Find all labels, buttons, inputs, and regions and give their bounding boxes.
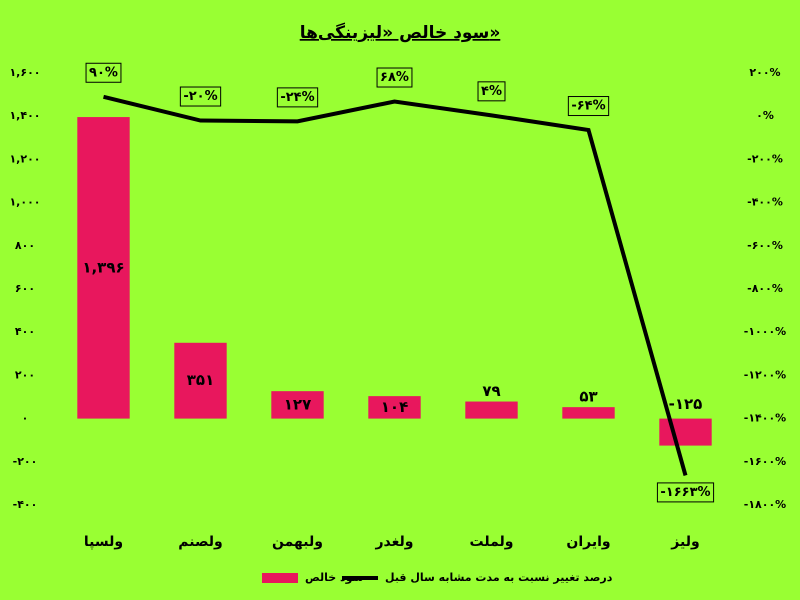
y-tick-label: ۶۰۰ (15, 282, 35, 295)
bar (465, 401, 518, 419)
y-tick-label: ۱,۰۰۰ (9, 196, 40, 209)
legend-swatch (262, 573, 298, 583)
bar-value-label: ۱,۳۹۶ (82, 258, 124, 276)
bar-value-label: ۵۳ (579, 388, 597, 406)
x-tick-label: ولیز (670, 534, 699, 550)
bar (174, 342, 227, 419)
y2-tick-label: -۸۰۰% (747, 282, 783, 295)
line-value-label: -۲۰% (183, 89, 217, 104)
label-box (376, 67, 413, 88)
label-box (567, 96, 610, 117)
line-value-label: -۶۴% (571, 99, 605, 114)
legend-label: سود خالص (305, 571, 363, 584)
line-value-label: -۲۴% (280, 90, 314, 105)
y2-tick-label: -۱۲۰۰% (744, 368, 786, 381)
y2-tick-label: -۱۸۰۰% (744, 498, 786, 511)
bar-value-label: ۱۲۷ (284, 395, 311, 413)
y-tick-label: ۱,۶۰۰ (9, 66, 40, 79)
y-tick-label: ۸۰۰ (15, 239, 35, 252)
line-value-label: -۱۶۶۳% (660, 485, 710, 500)
bar (271, 391, 324, 419)
y2-tick-label: ۲۰۰% (749, 66, 780, 79)
label-box (179, 86, 222, 107)
y-tick-label: ۰ (22, 412, 29, 425)
x-tick-label: وایران (566, 534, 610, 550)
y-tick-label: ۴۰۰ (15, 325, 35, 338)
bar (659, 418, 712, 446)
bar (562, 407, 615, 419)
label-box (276, 87, 319, 108)
label-box (85, 62, 122, 83)
x-tick-label: ولغدر (374, 534, 413, 550)
y-tick-label: ۱,۲۰۰ (9, 152, 40, 165)
bar (368, 396, 421, 419)
label-box (477, 81, 506, 102)
y2-tick-label: -۱۶۰۰% (744, 455, 786, 468)
y2-tick-label: ۰% (756, 109, 774, 122)
legend-label: درصد تغییر نسبت به مدت مشابه سال قبل (385, 571, 613, 584)
line-value-label: ۶۸% (380, 70, 409, 85)
x-tick-label: ولسپا (84, 534, 123, 550)
line-value-label: ۹۰% (89, 65, 118, 80)
y-tick-label: ۲۰۰ (15, 368, 35, 381)
bar-value-label: ۷۹ (482, 382, 500, 400)
chart-title: سود خالص «لیزینگی‌ها» (300, 22, 501, 43)
y2-tick-label: -۱۴۰۰% (744, 412, 786, 425)
y-tick-label: -۲۰۰ (13, 455, 38, 468)
x-tick-label: ولصنم (178, 534, 222, 550)
y2-tick-label: -۴۰۰% (747, 196, 783, 209)
y2-tick-label: -۲۰۰% (747, 152, 783, 165)
y2-tick-label: -۱۰۰۰% (744, 325, 786, 338)
y2-tick-label: -۶۰۰% (747, 239, 783, 252)
bar-value-label: ۳۵۱ (187, 371, 214, 389)
label-box (656, 482, 715, 503)
line-value-label: ۴% (481, 84, 502, 99)
bar-value-label: -۱۲۵ (669, 395, 703, 413)
x-tick-label: ولملت (470, 534, 514, 550)
x-tick-label: ولبهمن (272, 534, 323, 550)
bar-value-label: ۱۰۴ (381, 398, 408, 416)
line (103, 94, 688, 476)
y-tick-label: ۱,۴۰۰ (9, 109, 40, 122)
bar (77, 117, 130, 419)
y-tick-label: -۴۰۰ (13, 498, 38, 511)
